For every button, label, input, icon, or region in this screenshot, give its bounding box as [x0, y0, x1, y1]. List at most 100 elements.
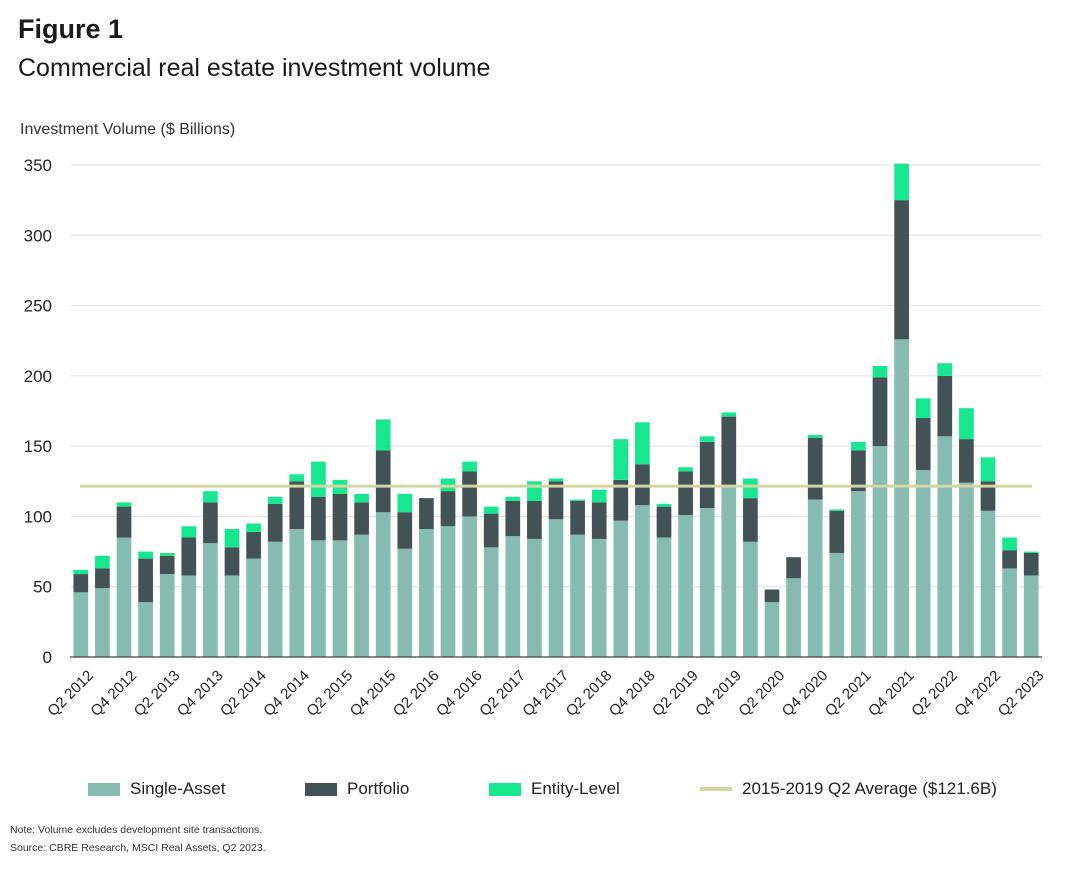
- x-tick-label: Q2 2021: [822, 667, 875, 720]
- bar-segment-portfolio: [1002, 550, 1017, 569]
- bar-segment-single-asset: [721, 485, 737, 657]
- x-tick-label: Q4 2013: [174, 667, 227, 720]
- x-tick-label: Q2 2016: [390, 667, 443, 720]
- bar-segment-entity-level: [1002, 537, 1017, 551]
- bar-segment-single-asset: [311, 540, 326, 657]
- x-tick-label: Q2 2022: [908, 667, 961, 720]
- bar-segment-entity-level: [181, 526, 197, 538]
- bar-segment-entity-level: [527, 481, 542, 501]
- bar-segment-single-asset: [548, 519, 564, 657]
- bar-segment-entity-level: [138, 551, 153, 559]
- x-tick-label: Q4 2019: [692, 667, 745, 720]
- bar-segment-single-asset: [527, 538, 542, 657]
- bar-segment-single-asset: [980, 510, 996, 657]
- bar-segment-entity-level: [311, 461, 326, 497]
- bar-segment-entity-level: [354, 493, 369, 503]
- x-tick-label: Q2 2013: [131, 667, 184, 720]
- bar-segment-portfolio: [980, 481, 996, 511]
- bar-segment-portfolio: [721, 416, 737, 486]
- bar-segment-entity-level: [95, 555, 110, 569]
- bar-segment-entity-level: [635, 422, 650, 465]
- bar-segment-entity-level: [375, 419, 391, 451]
- bar-segment-single-asset: [656, 537, 672, 657]
- bar-segment-single-asset: [246, 558, 261, 657]
- bar-segment-single-asset: [591, 538, 607, 657]
- legend-item-single-asset: Single-Asset: [88, 779, 225, 799]
- bar-segment-entity-level: [721, 412, 737, 417]
- bar-segment-portfolio: [591, 502, 607, 539]
- bar-segment-single-asset: [959, 482, 974, 657]
- bar-segment-single-asset: [159, 574, 175, 657]
- bar-segment-portfolio: [332, 493, 348, 541]
- bar-segment-single-asset: [483, 547, 499, 657]
- x-tick-label: Q4 2016: [433, 667, 486, 720]
- bar-segment-entity-level: [116, 502, 132, 507]
- legend-swatch-portfolio: [305, 782, 337, 796]
- legend-label-single-asset: Single-Asset: [130, 779, 226, 798]
- bar-segment-portfolio: [894, 200, 909, 340]
- bar-segment-entity-level: [851, 441, 866, 451]
- bar-segment-portfolio: [138, 558, 153, 603]
- bar-segment-portfolio: [743, 498, 758, 542]
- bar-segment-single-asset: [354, 534, 369, 657]
- x-tick-label: Q2 2020: [735, 667, 788, 720]
- legend-item-entity-level: Entity-Level: [489, 779, 620, 799]
- legend-item-average: 2015-2019 Q2 Average ($121.6B): [700, 779, 997, 799]
- bar-segment-single-asset: [872, 446, 888, 657]
- y-tick-label: 350: [24, 156, 52, 175]
- bar-segment-portfolio: [851, 450, 866, 492]
- x-tick-label: Q2 2015: [303, 667, 356, 720]
- bar-segment-single-asset: [699, 507, 715, 657]
- x-tick-label: Q4 2022: [951, 667, 1004, 720]
- bar-segment-entity-level: [159, 552, 175, 556]
- legend-label-portfolio: Portfolio: [347, 779, 410, 798]
- x-tick-label: Q4 2020: [779, 667, 832, 720]
- bar-segment-portfolio: [440, 491, 456, 527]
- bar-segment-portfolio: [937, 375, 953, 437]
- bar-segment-single-asset: [807, 499, 823, 657]
- bar-segment-single-asset: [678, 515, 693, 657]
- bar-segment-portfolio: [699, 441, 715, 508]
- x-tick-label: Q4 2017: [519, 667, 572, 720]
- bar-segment-entity-level: [959, 408, 974, 440]
- legend: Single-Asset Portfolio Entity-Level 2015…: [0, 779, 1086, 803]
- bar-segment-portfolio: [1023, 552, 1039, 576]
- y-tick-label: 150: [24, 437, 52, 456]
- bar-segment-single-asset: [332, 540, 348, 657]
- bar-segment-entity-level: [267, 496, 283, 504]
- x-tick-label: Q4 2015: [347, 667, 400, 720]
- x-tick-label: Q4 2018: [606, 667, 659, 720]
- bar-segment-portfolio: [483, 513, 499, 548]
- bar-segment-portfolio: [246, 531, 261, 559]
- bar-segment-single-asset: [937, 436, 953, 657]
- bar-segment-single-asset: [743, 541, 758, 657]
- bar-segment-entity-level: [613, 439, 629, 480]
- bar-segment-entity-level: [872, 366, 888, 378]
- note-text: Note: Volume excludes development site t…: [10, 824, 263, 836]
- bar-segment-single-asset: [73, 592, 89, 657]
- bar-segment-portfolio: [786, 557, 801, 579]
- bar-segment-portfolio: [613, 479, 629, 521]
- x-tick-label: Q2 2017: [476, 667, 529, 720]
- bar-segment-entity-level: [246, 523, 261, 532]
- bar-segment-single-asset: [267, 541, 283, 657]
- y-tick-label: 250: [24, 297, 52, 316]
- bar-segment-entity-level: [807, 434, 823, 438]
- bar-segment-single-asset: [138, 602, 153, 657]
- legend-item-portfolio: Portfolio: [305, 779, 409, 799]
- bar-segment-portfolio: [807, 437, 823, 500]
- x-tick-label: Q2 2019: [649, 667, 702, 720]
- x-tick-label: Q4 2012: [87, 667, 140, 720]
- bar-segment-single-asset: [462, 516, 477, 657]
- y-tick-label: 200: [24, 367, 52, 386]
- x-tick-label: Q2 2018: [563, 667, 616, 720]
- bar-segment-entity-level: [656, 503, 672, 507]
- bar-segment-portfolio: [116, 506, 132, 538]
- bar-segment-entity-level: [894, 163, 909, 201]
- bar-segment-portfolio: [375, 450, 391, 513]
- bar-segment-single-asset: [95, 588, 110, 657]
- bar-segment-entity-level: [699, 436, 715, 442]
- x-tick-label: Q2 2012: [44, 667, 97, 720]
- bar-segment-portfolio: [505, 500, 521, 537]
- x-tick-label: Q2 2023: [995, 667, 1048, 720]
